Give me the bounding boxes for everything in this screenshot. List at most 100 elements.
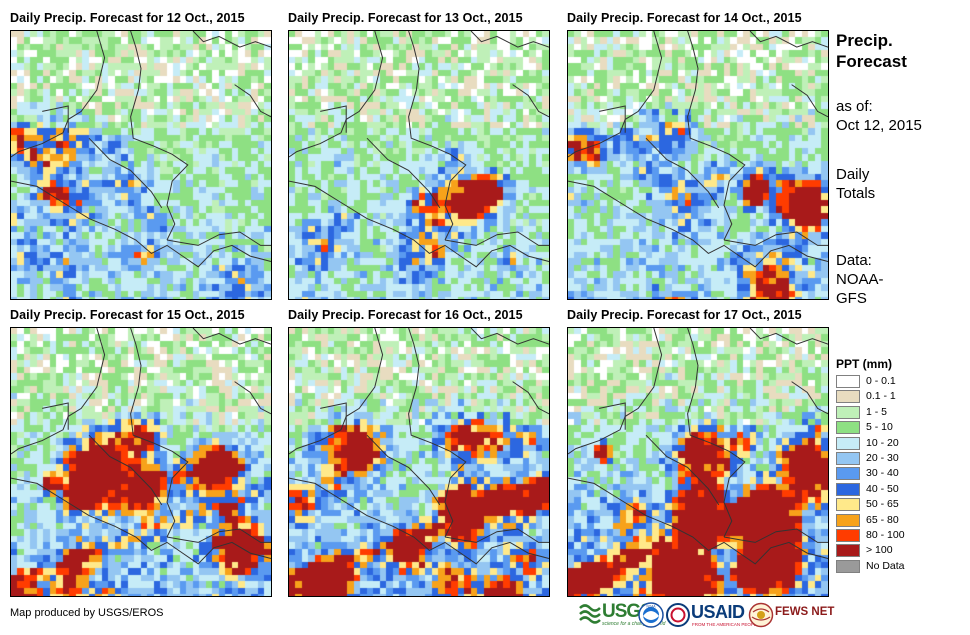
noaa-logo: NOAA [638,600,664,630]
as-of-value: Oct 12, 2015 [836,117,922,134]
border-line [599,105,626,133]
border-line [645,434,720,506]
legend-swatch [836,375,860,388]
border-line [11,328,106,455]
panel-title-3: Daily Precip. Forecast for 14 Oct., 2015 [567,11,802,25]
legend-swatch [836,513,860,527]
legend-label: 5 - 10 [866,421,893,434]
coastline-overlay [568,328,828,565]
border-line [723,231,828,246]
border-line [568,31,663,158]
usaid-wordmark: USAID [691,602,745,622]
border-line [320,105,347,133]
data-source-line2: NOAA- [836,271,884,288]
legend-label: 0.1 - 1 [866,390,896,403]
legend-label: 1 - 5 [866,405,888,418]
usaid-logo: USAID FROM THE AMERICAN PEOPLE [666,600,759,630]
panel-title-6: Daily Precip. Forecast for 17 Oct., 2015 [567,308,802,322]
border-line [42,402,69,430]
precip-field [289,31,549,299]
border-line [470,328,549,345]
border-line [88,434,163,506]
border-line [568,477,828,565]
panel-title-2: Daily Precip. Forecast for 13 Oct., 2015 [288,11,523,25]
border-line [42,105,69,133]
usgs-wave-icon [579,604,601,624]
daily-totals-line2: Totals [836,185,876,202]
forecast-map-oct-17 [567,327,829,597]
legend-swatch [836,405,860,419]
border-line [687,328,746,538]
fewsnet-globe-icon [748,602,774,628]
daily-totals-line1: Daily [836,166,870,183]
legend-label: 40 - 50 [866,482,899,495]
border-line [512,381,549,415]
border-line [568,180,828,268]
border-line [11,31,106,158]
border-line [11,477,271,565]
usaid-seal-icon [666,603,690,627]
panel-title-4: Daily Precip. Forecast for 15 Oct., 2015 [10,308,245,322]
forecast-map-oct-13 [288,30,550,300]
border-line [645,137,720,209]
border-line [192,31,271,48]
border-line [130,31,189,241]
coastline-overlay [11,31,271,268]
fewsnet-wordmark: FEWS NET [775,606,835,618]
panel-title-5: Daily Precip. Forecast for 16 Oct., 2015 [288,308,523,322]
legend-label: 30 - 40 [866,467,899,480]
data-source-line3: GFS [836,290,867,307]
border-line [366,137,441,209]
legend-label: 65 - 80 [866,513,899,526]
precip-field [568,328,828,596]
precip-field [289,328,549,596]
legend-label: No Data [866,559,905,572]
fewsnet-logo: FEWS NET [748,600,834,630]
border-line [791,84,828,118]
border-line [470,31,549,48]
data-source-line1: Data: [836,252,872,269]
forecast-map-oct-16 [288,327,550,597]
legend-label: 50 - 65 [866,498,899,511]
legend-swatch [836,421,860,435]
sidebar-title-line2: Forecast [836,52,907,71]
legend-label: 10 - 20 [866,436,899,449]
legend-label: 80 - 100 [866,528,905,541]
border-line [234,84,271,118]
border-line [289,328,384,455]
forecast-map-oct-12 [10,30,272,300]
border-line [234,381,271,415]
precip-field [568,31,828,299]
border-line [408,328,467,538]
map-credit: Map produced by USGS/EROS [10,607,164,619]
noaa-seal-text: NOAA [646,605,656,609]
border-line [289,477,549,565]
legend-swatch [836,467,860,481]
legend-swatch [836,544,860,558]
border-line [192,328,271,345]
noaa-seal-icon: NOAA [638,602,664,628]
forecast-map-oct-14 [567,30,829,300]
border-line [320,402,347,430]
legend-swatch [836,498,860,512]
border-line [687,31,746,241]
legend-swatch [836,451,860,465]
legend-label: 20 - 30 [866,451,899,464]
legend-label: 0 - 0.1 [866,375,896,387]
border-line [366,434,441,506]
border-line [749,328,828,345]
border-line [749,31,828,48]
usaid-tagline: FROM THE AMERICAN PEOPLE [692,622,760,627]
coastline-overlay [289,31,549,268]
usgs-tagline: science for a changing world [602,621,666,627]
border-line [599,402,626,430]
precip-field [11,31,271,299]
border-line [166,528,271,543]
as-of-label: as of: [836,98,873,115]
border-line [723,528,828,543]
legend-swatch [836,482,860,496]
border-line [11,180,271,268]
legend-swatch [836,559,860,573]
coastline-overlay [11,328,271,565]
legend-swatch [836,436,860,450]
